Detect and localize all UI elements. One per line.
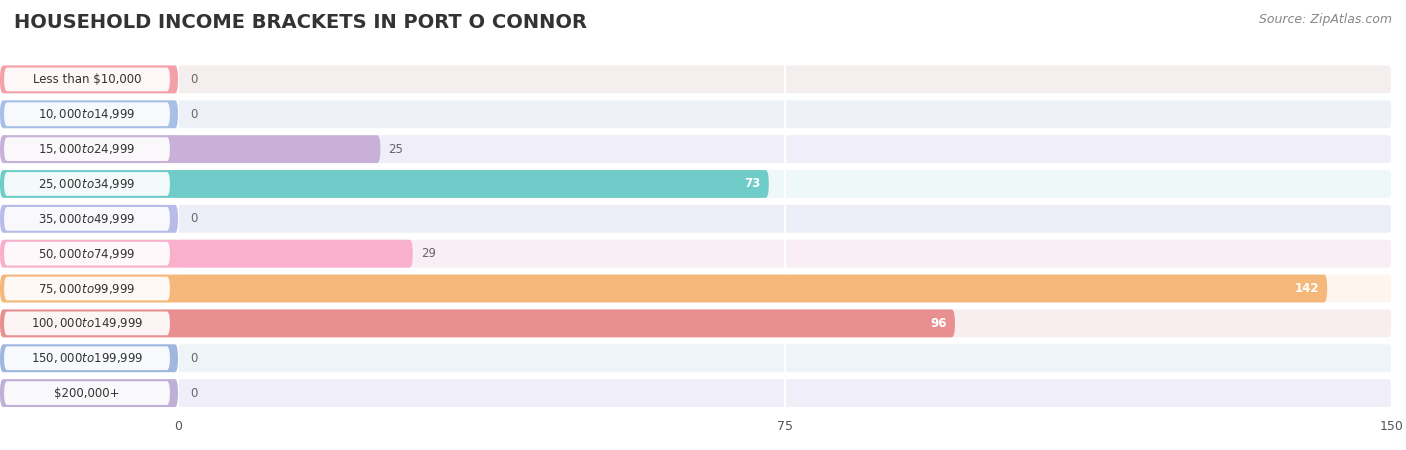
FancyBboxPatch shape bbox=[0, 170, 1392, 198]
FancyBboxPatch shape bbox=[4, 277, 170, 301]
FancyBboxPatch shape bbox=[0, 135, 381, 163]
Text: $35,000 to $49,999: $35,000 to $49,999 bbox=[38, 212, 136, 226]
FancyBboxPatch shape bbox=[4, 346, 170, 370]
Text: $10,000 to $14,999: $10,000 to $14,999 bbox=[38, 107, 136, 121]
FancyBboxPatch shape bbox=[0, 310, 1392, 338]
Text: 25: 25 bbox=[388, 143, 404, 156]
FancyBboxPatch shape bbox=[0, 100, 1392, 128]
FancyBboxPatch shape bbox=[0, 344, 1392, 372]
FancyBboxPatch shape bbox=[4, 311, 170, 335]
FancyBboxPatch shape bbox=[0, 205, 179, 233]
Text: 0: 0 bbox=[190, 352, 198, 365]
FancyBboxPatch shape bbox=[0, 65, 1392, 93]
FancyBboxPatch shape bbox=[4, 103, 170, 126]
Text: 0: 0 bbox=[190, 73, 198, 86]
FancyBboxPatch shape bbox=[0, 310, 955, 338]
Text: $50,000 to $74,999: $50,000 to $74,999 bbox=[38, 247, 136, 261]
FancyBboxPatch shape bbox=[4, 242, 170, 266]
FancyBboxPatch shape bbox=[4, 137, 170, 161]
FancyBboxPatch shape bbox=[0, 65, 179, 93]
FancyBboxPatch shape bbox=[4, 172, 170, 196]
Text: 29: 29 bbox=[420, 247, 436, 260]
FancyBboxPatch shape bbox=[0, 170, 769, 198]
Text: $15,000 to $24,999: $15,000 to $24,999 bbox=[38, 142, 136, 156]
Text: 0: 0 bbox=[190, 387, 198, 400]
FancyBboxPatch shape bbox=[0, 274, 1392, 302]
Text: 73: 73 bbox=[744, 177, 761, 190]
FancyBboxPatch shape bbox=[0, 379, 179, 407]
FancyBboxPatch shape bbox=[4, 68, 170, 91]
FancyBboxPatch shape bbox=[0, 344, 179, 372]
FancyBboxPatch shape bbox=[0, 205, 1392, 233]
Text: HOUSEHOLD INCOME BRACKETS IN PORT O CONNOR: HOUSEHOLD INCOME BRACKETS IN PORT O CONN… bbox=[14, 14, 588, 32]
Text: $75,000 to $99,999: $75,000 to $99,999 bbox=[38, 282, 136, 296]
FancyBboxPatch shape bbox=[4, 207, 170, 231]
FancyBboxPatch shape bbox=[0, 379, 1392, 407]
Text: 0: 0 bbox=[190, 212, 198, 225]
Text: $100,000 to $149,999: $100,000 to $149,999 bbox=[31, 316, 143, 330]
FancyBboxPatch shape bbox=[0, 135, 1392, 163]
FancyBboxPatch shape bbox=[0, 274, 1327, 302]
Text: $25,000 to $34,999: $25,000 to $34,999 bbox=[38, 177, 136, 191]
FancyBboxPatch shape bbox=[4, 381, 170, 405]
Text: Source: ZipAtlas.com: Source: ZipAtlas.com bbox=[1258, 14, 1392, 27]
Text: $200,000+: $200,000+ bbox=[55, 387, 120, 400]
FancyBboxPatch shape bbox=[0, 240, 413, 268]
Text: 96: 96 bbox=[931, 317, 946, 330]
Text: Less than $10,000: Less than $10,000 bbox=[32, 73, 141, 86]
FancyBboxPatch shape bbox=[0, 240, 1392, 268]
Text: $150,000 to $199,999: $150,000 to $199,999 bbox=[31, 351, 143, 365]
FancyBboxPatch shape bbox=[0, 100, 179, 128]
Text: 0: 0 bbox=[190, 108, 198, 121]
Text: 142: 142 bbox=[1295, 282, 1319, 295]
